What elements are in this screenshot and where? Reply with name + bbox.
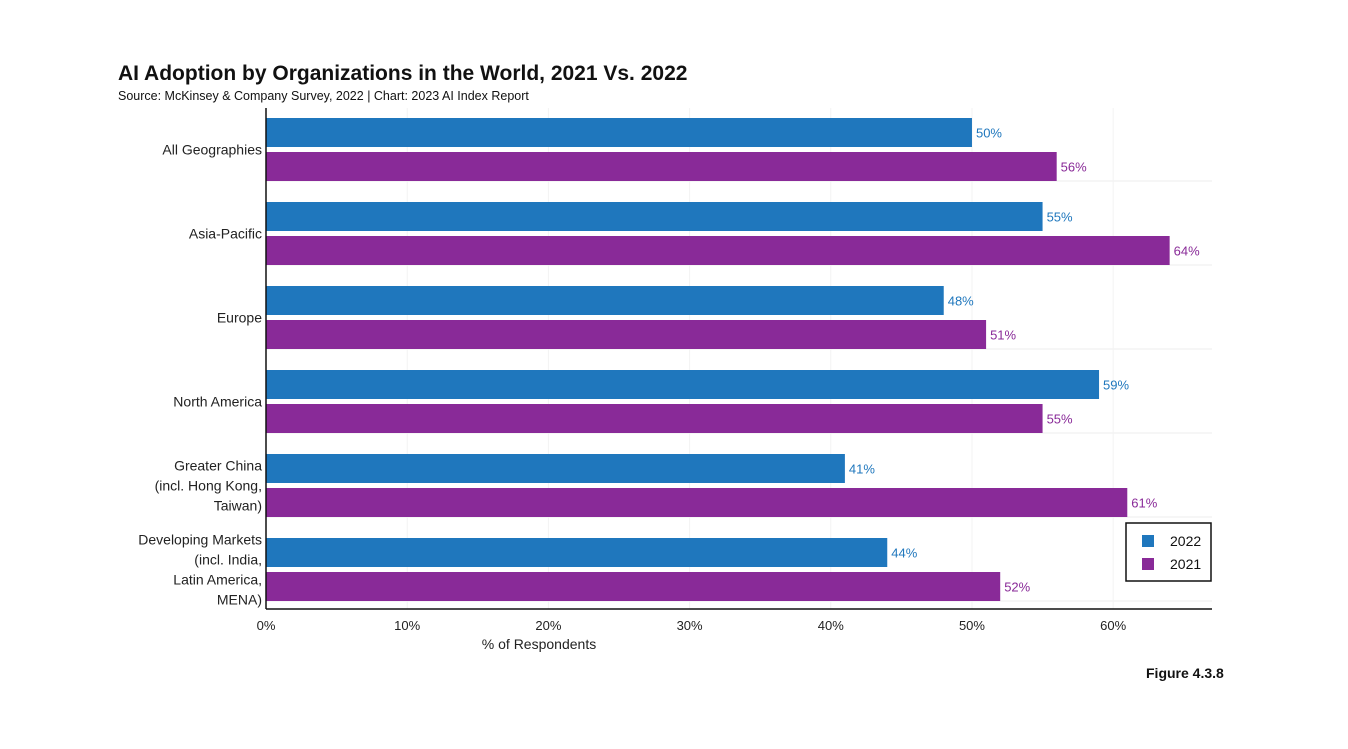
legend-box <box>1125 522 1212 582</box>
category-label: Taiwan) <box>214 498 262 514</box>
x-axis-title: % of Respondents <box>482 636 596 652</box>
bar-2021-1 <box>266 236 1170 265</box>
bar-2021-0 <box>266 152 1057 181</box>
data-label-2021-4: 61% <box>1131 496 1157 511</box>
category-label: Asia-Pacific <box>189 226 262 242</box>
bar-2022-5 <box>266 538 888 567</box>
x-tick-label: 0% <box>257 618 276 633</box>
data-label-2021-2: 51% <box>990 328 1016 343</box>
category-label: Europe <box>217 310 262 326</box>
data-label-2021-0: 56% <box>1061 160 1087 175</box>
bar-2022-4 <box>266 454 845 483</box>
bar-2021-4 <box>266 488 1128 517</box>
data-label-2022-2: 48% <box>948 294 974 309</box>
x-tick-label: 60% <box>1100 618 1126 633</box>
bar-2021-5 <box>266 572 1001 601</box>
data-label-2021-5: 52% <box>1004 580 1030 595</box>
category-label: MENA) <box>217 592 262 608</box>
bar-2021-3 <box>266 404 1043 433</box>
data-label-2022-5: 44% <box>891 546 917 561</box>
data-label-2022-1: 55% <box>1047 210 1073 225</box>
figure-label: Figure 4.3.8 <box>1146 665 1224 681</box>
category-label: (incl. India, <box>194 552 262 568</box>
x-tick-label: 50% <box>959 618 985 633</box>
legend-swatch-2021 <box>1142 558 1154 570</box>
x-tick-label: 40% <box>818 618 844 633</box>
data-label-2022-4: 41% <box>849 462 875 477</box>
bar-2021-2 <box>266 320 987 349</box>
x-tick-label: 30% <box>677 618 703 633</box>
category-label: Greater China <box>174 458 262 474</box>
legend-label-2022: 2022 <box>1170 533 1201 549</box>
category-label: Latin America, <box>173 572 262 588</box>
data-label-2022-3: 59% <box>1103 378 1129 393</box>
x-tick-label: 10% <box>394 618 420 633</box>
chart-subtitle: Source: McKinsey & Company Survey, 2022 … <box>118 89 529 103</box>
bar-2022-1 <box>266 202 1043 231</box>
data-label-2021-3: 55% <box>1047 412 1073 427</box>
bar-2022-0 <box>266 118 972 147</box>
legend-swatch-2022 <box>1142 535 1154 547</box>
x-tick-label: 20% <box>535 618 561 633</box>
bar-2022-3 <box>266 370 1100 399</box>
data-label-2022-0: 50% <box>976 126 1002 141</box>
category-label: North America <box>173 394 262 410</box>
data-label-2021-1: 64% <box>1174 244 1200 259</box>
bar-2022-2 <box>266 286 944 315</box>
category-label: (incl. Hong Kong, <box>155 478 262 494</box>
category-label: Developing Markets <box>138 532 262 548</box>
legend-label-2021: 2021 <box>1170 556 1201 572</box>
category-label: All Geographies <box>162 142 262 158</box>
chart-title: AI Adoption by Organizations in the Worl… <box>118 62 688 85</box>
